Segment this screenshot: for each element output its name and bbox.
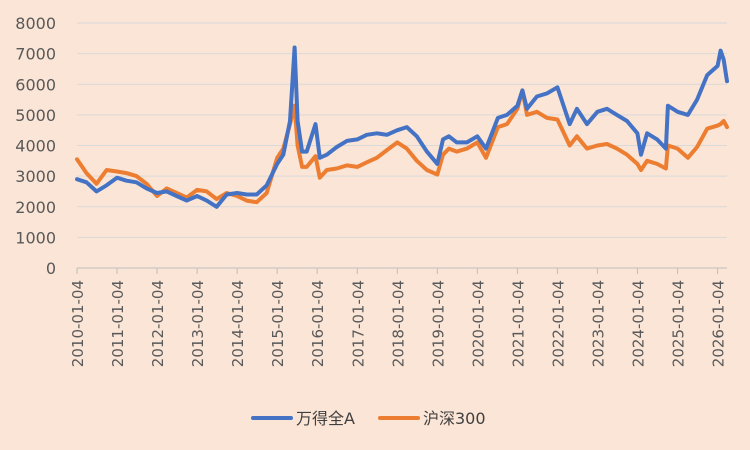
legend-label: 沪深300 (423, 409, 486, 428)
x-tick-label: 2011-01-04 (109, 280, 127, 367)
x-tick-label: 2017-01-04 (349, 280, 367, 367)
y-tick-label: 2000 (15, 198, 56, 217)
y-tick-label: 0 (46, 259, 56, 278)
y-tick-label: 5000 (15, 106, 56, 125)
y-tick-label: 8000 (15, 14, 56, 33)
x-tick-label: 2021-01-04 (509, 280, 527, 367)
legend-label: 万得全A (296, 409, 355, 428)
x-tick-label: 2018-01-04 (389, 280, 407, 367)
series-line (75, 88, 729, 205)
x-tick-label: 2024-01-04 (629, 280, 647, 367)
x-tick-label: 2015-01-04 (269, 280, 287, 367)
x-tick-label: 2022-01-04 (549, 280, 567, 367)
y-tick-label: 4000 (15, 137, 56, 156)
x-tick-label: 2014-01-04 (229, 280, 247, 367)
y-tick-label: 7000 (15, 45, 56, 64)
x-tick-label: 2025-01-04 (670, 280, 688, 367)
series-lines (75, 45, 729, 209)
x-tick-label: 2020-01-04 (469, 280, 487, 367)
gridlines (77, 22, 727, 238)
series-line (75, 45, 729, 209)
x-tick-label: 2023-01-04 (589, 280, 607, 367)
x-tick-label: 2013-01-04 (189, 280, 207, 367)
y-tick-label: 6000 (15, 75, 56, 94)
legend: 万得全A 沪深300 (251, 409, 486, 428)
x-axis-ticks: 2010-01-04 2011-01-04 2012-01-04 2013-01-04… (69, 268, 728, 367)
x-tick-label: 2016-01-04 (309, 280, 327, 367)
y-tick-label: 3000 (15, 167, 56, 186)
y-tick-label: 1000 (15, 228, 56, 247)
x-tick-label: 2012-01-04 (149, 280, 167, 367)
x-tick-label: 2019-01-04 (429, 280, 447, 367)
x-tick-label: 2026-01-04 (710, 280, 728, 367)
y-axis-tick-labels: 0 1000 2000 3000 4000 5000 6000 7000 8000 (15, 14, 56, 278)
x-tick-label: 2010-01-04 (69, 280, 87, 367)
